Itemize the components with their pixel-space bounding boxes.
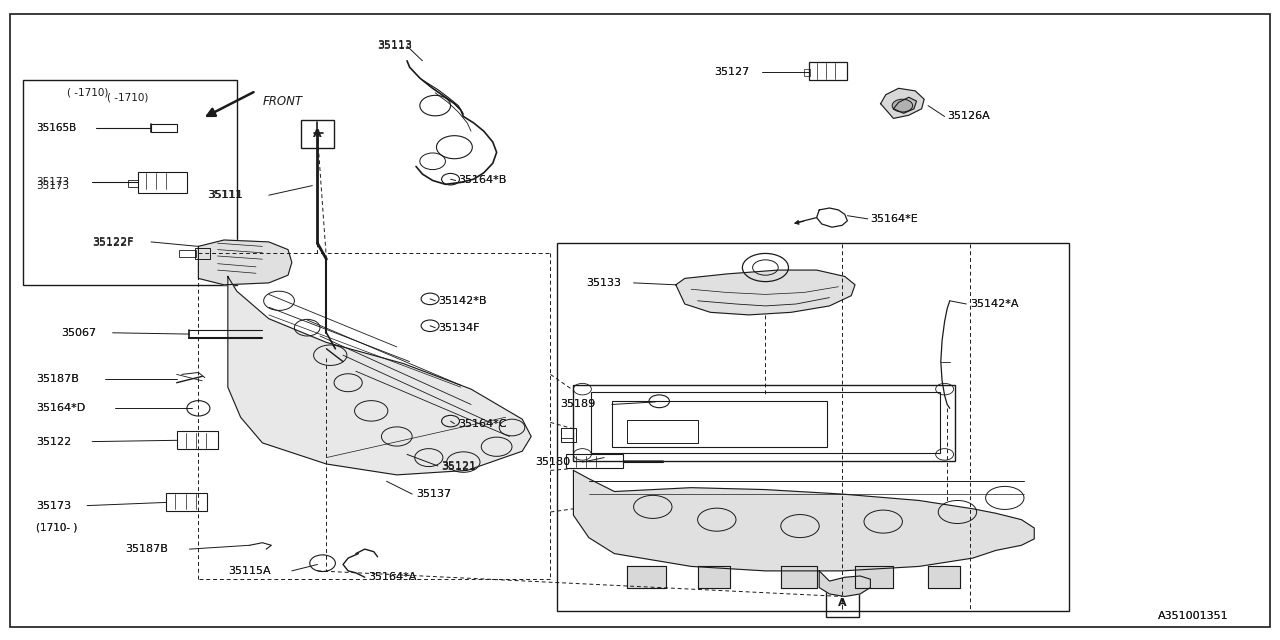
Text: 35164*B: 35164*B <box>458 175 507 186</box>
Polygon shape <box>698 566 730 588</box>
Text: A: A <box>838 598 846 608</box>
Text: 35187B: 35187B <box>125 544 168 554</box>
Text: A351001351: A351001351 <box>1158 611 1229 621</box>
Text: 35173: 35173 <box>36 177 69 188</box>
Text: A351001351: A351001351 <box>1158 611 1229 621</box>
Text: ( -1710): ( -1710) <box>67 88 108 98</box>
Bar <box>627 420 698 443</box>
Bar <box>804 69 810 76</box>
Text: FRONT: FRONT <box>262 95 302 108</box>
Text: 35164*C: 35164*C <box>458 419 507 429</box>
Text: 35126A: 35126A <box>947 111 989 122</box>
Polygon shape <box>928 566 960 588</box>
Text: 35067: 35067 <box>61 328 96 338</box>
Bar <box>179 250 196 257</box>
Polygon shape <box>893 97 916 113</box>
Polygon shape <box>573 470 1034 571</box>
Text: 35127: 35127 <box>714 67 750 77</box>
Text: 35180: 35180 <box>535 457 570 467</box>
Text: 35164*A: 35164*A <box>369 572 417 582</box>
Bar <box>826 589 859 617</box>
Text: 35127: 35127 <box>714 67 750 77</box>
Bar <box>561 428 576 442</box>
Text: 35164*A: 35164*A <box>369 572 417 582</box>
Text: 35122F: 35122F <box>92 238 134 248</box>
Bar <box>566 454 623 468</box>
Text: 35142*A: 35142*A <box>970 299 1019 309</box>
Text: 35187B: 35187B <box>125 544 168 554</box>
Text: 35134F: 35134F <box>438 323 479 333</box>
Text: 35164*D: 35164*D <box>36 403 84 413</box>
Text: 35164*E: 35164*E <box>870 214 918 224</box>
Bar <box>166 493 207 511</box>
Polygon shape <box>676 270 855 315</box>
Bar <box>151 124 177 132</box>
Bar <box>301 120 334 148</box>
Text: 35189: 35189 <box>561 399 596 410</box>
Text: 35180: 35180 <box>535 457 570 467</box>
Bar <box>23 80 237 285</box>
Text: 35121: 35121 <box>442 462 476 472</box>
Bar <box>612 401 827 447</box>
Polygon shape <box>819 571 870 596</box>
Text: 35173: 35173 <box>36 500 70 511</box>
Text: 35111: 35111 <box>209 190 243 200</box>
Polygon shape <box>627 566 666 588</box>
Text: 35165B: 35165B <box>36 123 76 133</box>
Text: 35115A: 35115A <box>228 566 270 576</box>
Text: 35133: 35133 <box>586 278 621 288</box>
Text: 35142*A: 35142*A <box>970 299 1019 309</box>
Text: 35187B: 35187B <box>36 374 78 384</box>
Text: A: A <box>314 129 321 140</box>
Text: 35115A: 35115A <box>228 566 270 576</box>
Polygon shape <box>781 566 817 588</box>
Polygon shape <box>198 240 292 285</box>
Text: 35111: 35111 <box>207 190 242 200</box>
Text: 35164*B: 35164*B <box>458 175 507 186</box>
Text: 35164*D: 35164*D <box>36 403 84 413</box>
Text: 35122: 35122 <box>36 436 72 447</box>
Text: (1710- ): (1710- ) <box>36 523 77 533</box>
Bar <box>177 431 218 449</box>
Bar <box>195 248 210 259</box>
Text: 35113: 35113 <box>378 41 412 51</box>
Text: 35189: 35189 <box>561 399 596 410</box>
Text: 35113: 35113 <box>378 40 412 50</box>
Text: 35164*E: 35164*E <box>870 214 918 224</box>
Text: 35165B: 35165B <box>36 123 76 133</box>
Text: 35137: 35137 <box>416 489 451 499</box>
Bar <box>128 180 138 187</box>
Text: 35067: 35067 <box>61 328 96 338</box>
Text: 35133: 35133 <box>586 278 621 288</box>
Bar <box>591 392 940 453</box>
Bar <box>809 62 847 80</box>
Text: 35122: 35122 <box>36 436 72 447</box>
Polygon shape <box>881 88 924 118</box>
Text: 35173: 35173 <box>36 180 69 191</box>
Polygon shape <box>855 566 893 588</box>
Text: 35121: 35121 <box>442 461 476 471</box>
Text: (1710- ): (1710- ) <box>36 523 77 533</box>
Text: 35122F: 35122F <box>92 237 134 247</box>
Text: 35187B: 35187B <box>36 374 78 384</box>
Text: 35164*C: 35164*C <box>458 419 507 429</box>
Ellipse shape <box>892 99 913 112</box>
Text: 35126A: 35126A <box>947 111 989 122</box>
Bar <box>138 172 187 193</box>
Text: ( -1710): ( -1710) <box>108 92 148 102</box>
Bar <box>557 243 1069 611</box>
Text: 35142*B: 35142*B <box>438 296 486 306</box>
Text: 35173: 35173 <box>36 500 70 511</box>
Polygon shape <box>228 276 531 475</box>
Bar <box>573 385 955 461</box>
Text: 35137: 35137 <box>416 489 451 499</box>
Text: 35142*B: 35142*B <box>438 296 486 306</box>
Text: 35134F: 35134F <box>438 323 479 333</box>
